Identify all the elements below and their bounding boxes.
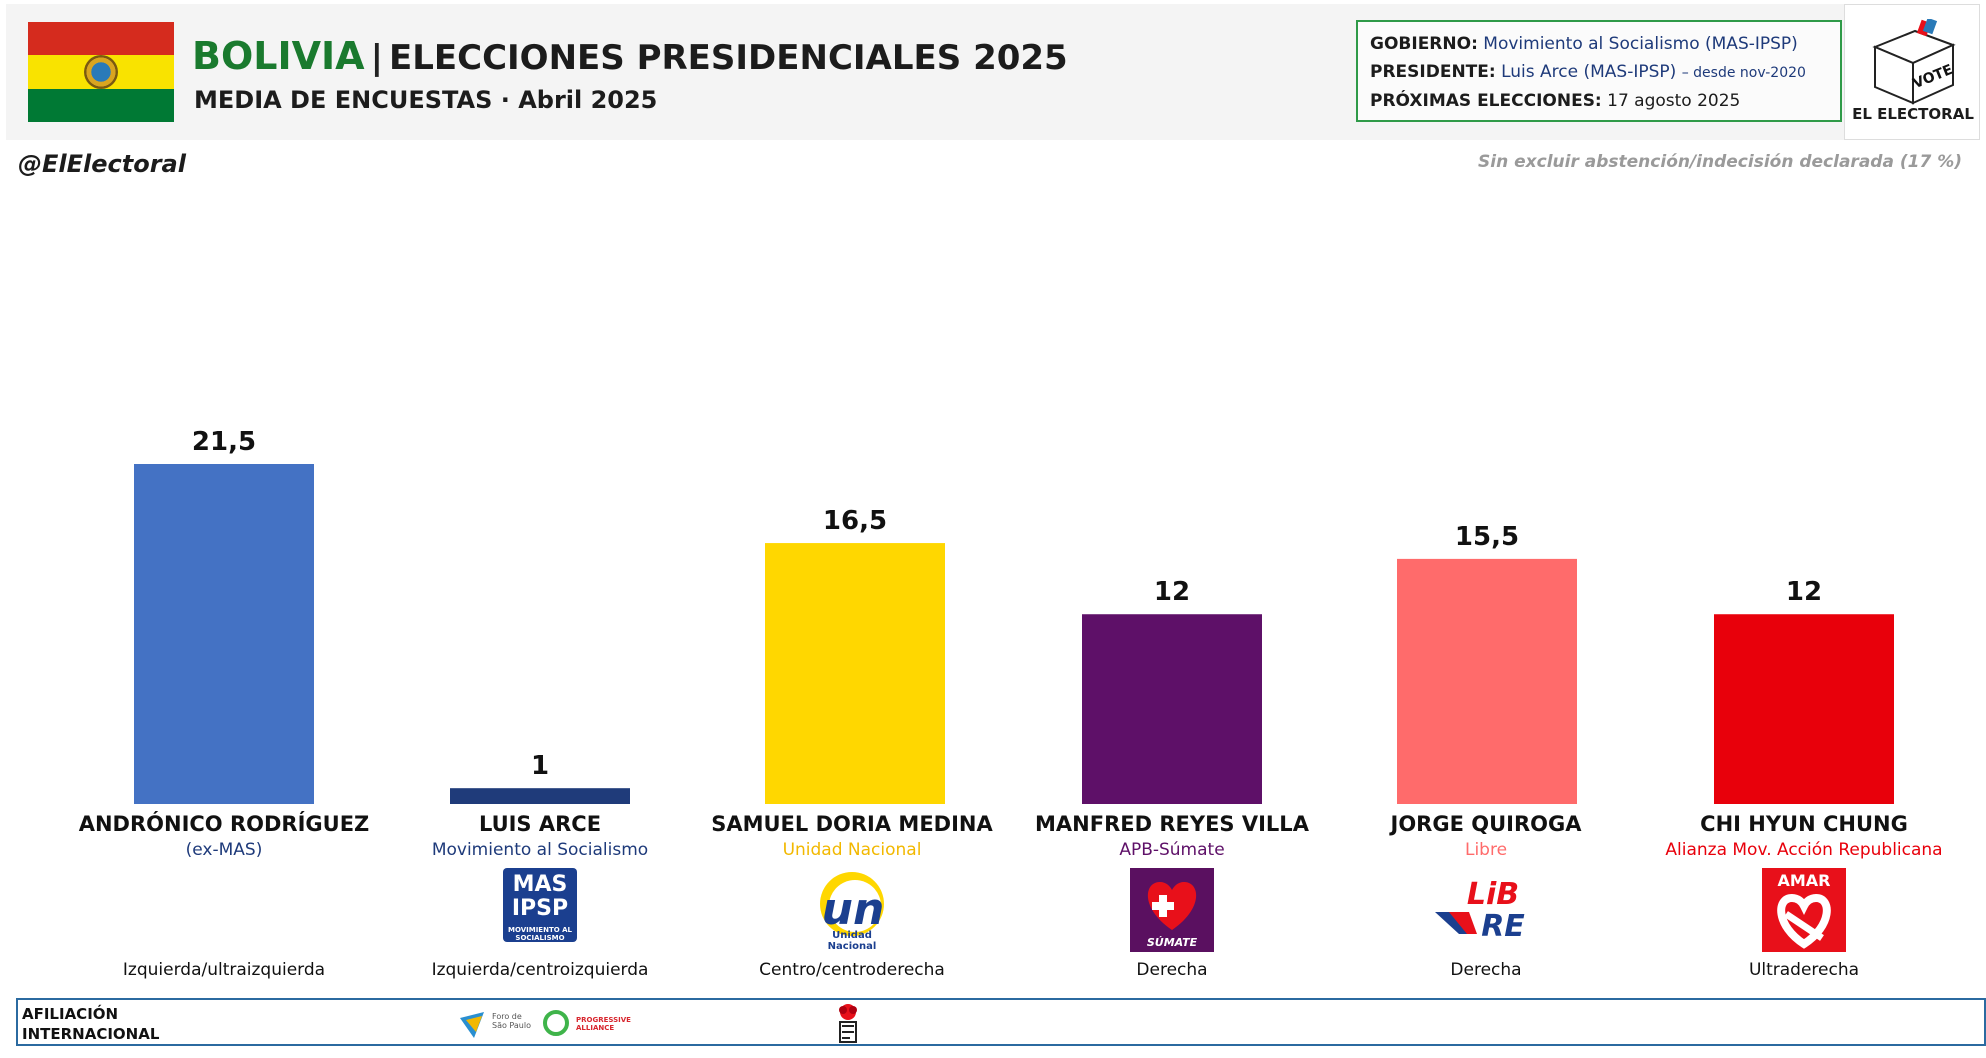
bar-6 <box>1714 614 1894 804</box>
international-affiliation-row: AFILIACIÓN INTERNACIONAL Foro de São Pau… <box>16 998 1986 1046</box>
logo-text: un <box>822 884 885 935</box>
flag-stripe-red <box>28 22 174 56</box>
mas-ipsp-logo: MAS IPSP MOVIMIENTO AL SOCIALISMO <box>503 868 577 942</box>
candidate-name: JORGE QUIROGA <box>1390 812 1582 836</box>
candidate-ideology: Ultraderecha <box>1748 960 1860 980</box>
afiliacion-label-line-2: INTERNACIONAL <box>22 1025 160 1043</box>
title-separator: | <box>370 38 383 78</box>
candidate-doria-medina: SAMUEL DORIA MEDINA Unidad Nacional un U… <box>702 812 1002 980</box>
logo-text: IPSP <box>511 896 569 921</box>
bar-value-label-2: 1 <box>531 751 549 781</box>
el-electoral-logo: VOTE EL ELECTORAL <box>1844 4 1980 140</box>
candidate-ideology: Izquierda/centroizquierda <box>431 960 649 980</box>
proximas-label: PRÓXIMAS ELECCIONES: <box>1370 91 1602 111</box>
bar-4 <box>1082 614 1262 804</box>
foro-text: Foro de São Paulo <box>492 1012 531 1030</box>
candidate-ideology: Derecha <box>1450 960 1522 980</box>
progressive-alliance-text: PROGRESSIVE ALLIANCE <box>576 1016 631 1032</box>
apb-sumate-logo: SÚMATE <box>1130 868 1214 952</box>
candidate-ideology: Izquierda/ultraizquierda <box>122 960 326 980</box>
candidate-party: APB-Súmate <box>1119 840 1225 860</box>
candidate-ideology: Derecha <box>1136 960 1208 980</box>
coat-of-arms-icon <box>84 55 118 89</box>
candidate-party: Libre <box>1464 840 1508 860</box>
bar-value-label-1: 21,5 <box>192 427 256 457</box>
un-emblem-icon: un <box>820 872 885 936</box>
bar-3 <box>765 543 945 804</box>
unidad-nacional-logo: un Unidad Nacional <box>807 868 897 952</box>
socialist-rose-icon <box>830 1002 866 1050</box>
country-name: BOLIVIA <box>192 34 365 78</box>
twitter-handle: @ElElectoral <box>18 150 186 178</box>
government-info-box: GOBIERNO: Movimiento al Socialismo (MAS-… <box>1356 20 1842 122</box>
page-subtitle: MEDIA DE ENCUESTAS · Abril 2025 <box>194 86 658 114</box>
libre-logo: LiB RE <box>1431 868 1541 948</box>
logo-caption: AMAR <box>1777 871 1831 890</box>
bar-value-label-4: 12 <box>1154 577 1190 607</box>
title-text: ELECCIONES PRESIDENCIALES 2025 <box>389 38 1068 78</box>
candidate-party: Movimiento al Socialismo <box>431 840 649 860</box>
libre-emblem-icon: LiB RE <box>1435 877 1525 944</box>
bolivia-flag <box>28 22 174 122</box>
chart-note: Sin excluir abstención/indecisión declar… <box>1478 152 1962 172</box>
candidate-chung: CHI HYUN CHUNG Alianza Mov. Acción Repub… <box>1654 812 1954 980</box>
amar-logo: AMAR <box>1762 868 1846 952</box>
brand-name: EL ELECTORAL <box>1852 105 1974 123</box>
candidate-name: CHI HYUN CHUNG <box>1700 812 1908 836</box>
bar-value-label-3: 16,5 <box>823 506 887 536</box>
candidate-name: SAMUEL DORIA MEDINA <box>711 812 993 836</box>
gobierno-label: GOBIERNO: <box>1370 34 1478 54</box>
foro-sao-paulo-logo: Foro de São Paulo PROGRESSIVE ALLIANCE <box>458 1006 631 1040</box>
flag-stripe-green <box>28 88 174 122</box>
candidate-ideology: Centro/centroderecha <box>759 960 945 980</box>
candidate-party: Unidad Nacional <box>782 840 922 860</box>
heart-icon <box>1147 882 1197 930</box>
bar-value-label-6: 12 <box>1786 577 1822 607</box>
afiliacion-label-line-1: AFILIACIÓN <box>22 1005 119 1023</box>
logo-text: LiB <box>1467 877 1519 912</box>
candidate-party: (ex-MAS) <box>185 840 263 860</box>
proximas-row: PRÓXIMAS ELECCIONES: 17 agosto 2025 <box>1370 87 1828 115</box>
presidente-since: – desde nov-2020 <box>1681 65 1806 81</box>
amar-heart-icon <box>1777 893 1831 949</box>
foro-progressive-icons <box>460 1010 569 1038</box>
bar-5 <box>1397 558 1577 804</box>
candidate-reyes-villa: MANFRED REYES VILLA APB-Súmate SÚMATE De… <box>1022 812 1322 980</box>
bar-value-label-5: 15,5 <box>1455 522 1519 552</box>
candidate-quiroga: JORGE QUIROGA Libre LiB RE Derecha <box>1336 812 1636 980</box>
page-title: BOLIVIA | ELECCIONES PRESIDENCIALES 2025 <box>192 34 1068 78</box>
presidente-label: PRESIDENTE: <box>1370 62 1496 82</box>
gobierno-row: GOBIERNO: Movimiento al Socialismo (MAS-… <box>1370 30 1828 58</box>
bar-chart: 21,5 1 16,5 12 15,5 12 <box>134 427 1894 804</box>
bar-1 <box>134 464 314 804</box>
logo-caption: Unidad Nacional <box>827 930 877 952</box>
logo-caption: SÚMATE <box>1146 936 1198 949</box>
gobierno-value: Movimiento al Socialismo (MAS-IPSP) <box>1483 34 1798 54</box>
candidate-name: LUIS ARCE <box>478 812 602 836</box>
logo-text: MOVIMIENTO AL SOCIALISMO <box>507 926 572 942</box>
candidate-arce: LUIS ARCE Movimiento al Socialismo MAS I… <box>390 812 690 980</box>
candidate-name: MANFRED REYES VILLA <box>1035 812 1309 836</box>
logo-text: RE <box>1481 909 1525 944</box>
presidente-row: PRESIDENTE: Luis Arce (MAS-IPSP) – desde… <box>1370 58 1828 87</box>
afiliacion-label: AFILIACIÓN INTERNACIONAL <box>22 1004 159 1044</box>
candidate-rodriguez: ANDRÓNICO RODRÍGUEZ (ex-MAS) Izquierda/u… <box>74 812 374 980</box>
bar-2 <box>450 788 630 804</box>
candidate-name: ANDRÓNICO RODRÍGUEZ <box>78 812 370 836</box>
logo-text: MAS <box>512 872 568 897</box>
candidate-party: Alianza Mov. Acción Republicana <box>1665 840 1943 860</box>
ballot-box-icon: VOTE <box>1872 19 1956 105</box>
proximas-value: 17 agosto 2025 <box>1607 91 1741 111</box>
presidente-value: Luis Arce (MAS-IPSP) <box>1501 62 1677 82</box>
header-bar: BOLIVIA | ELECCIONES PRESIDENCIALES 2025 M… <box>6 4 1980 140</box>
